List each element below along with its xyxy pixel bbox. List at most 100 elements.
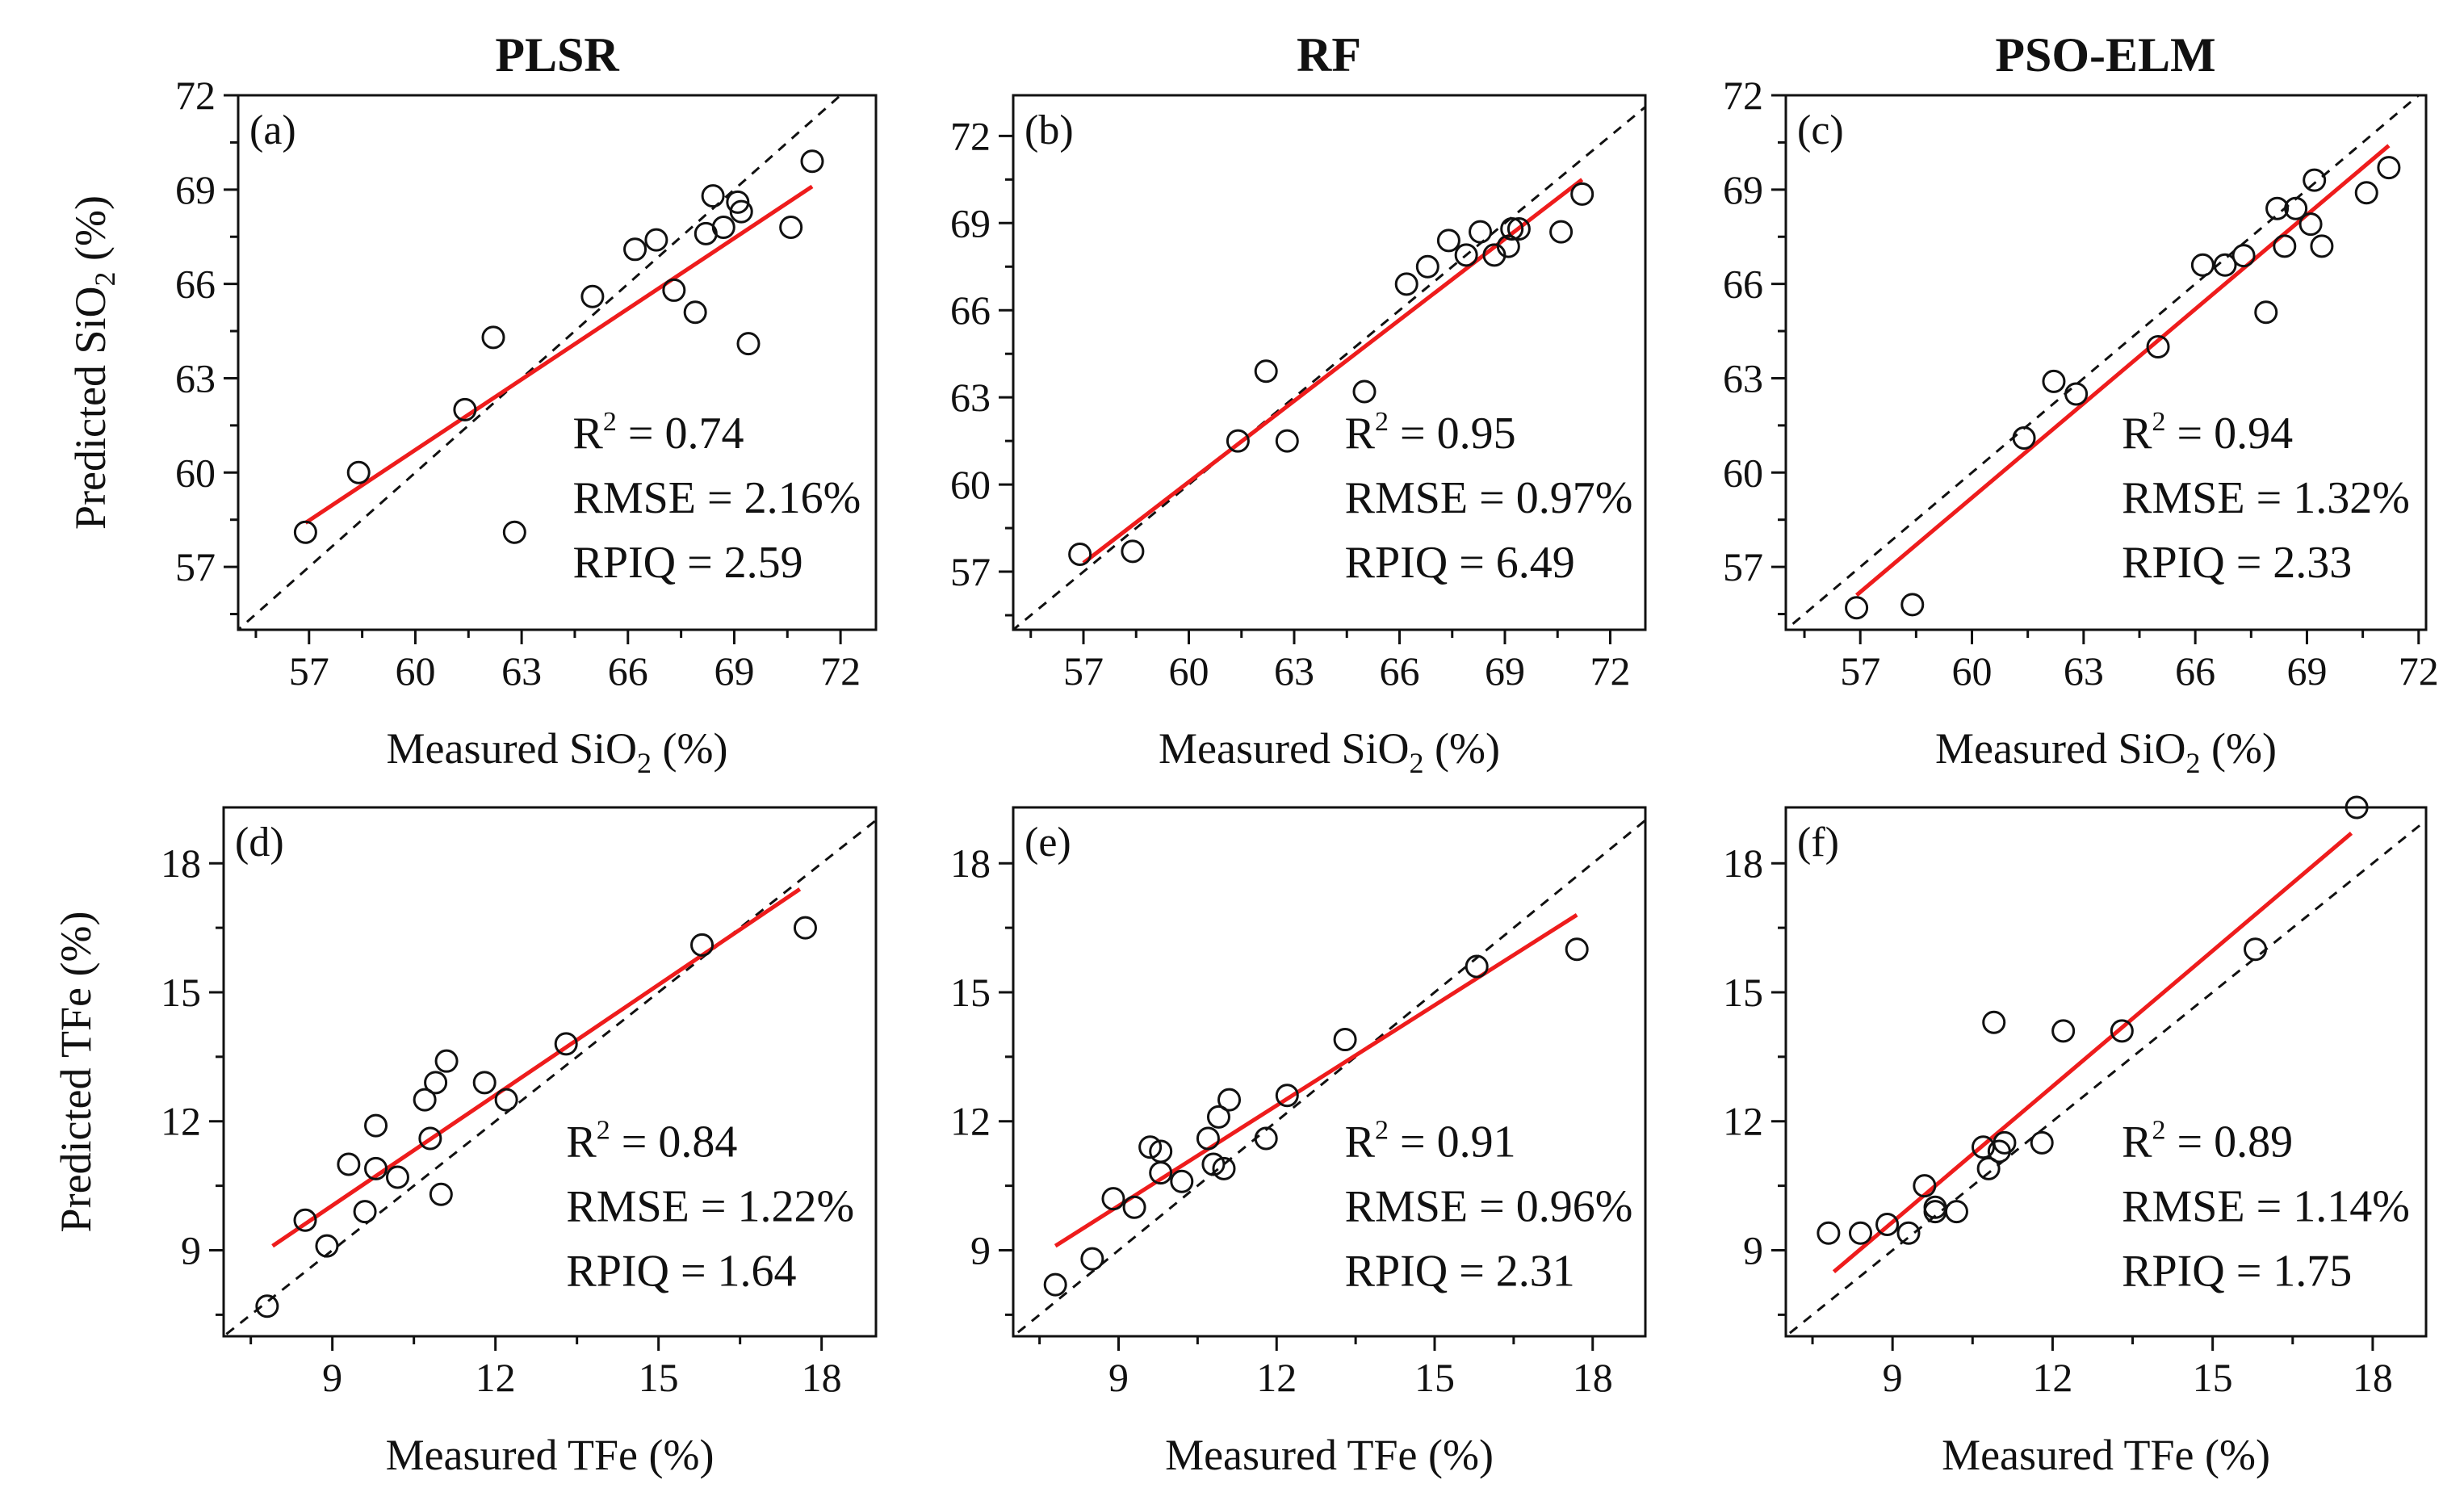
data-point-a-6 [623,237,647,262]
x-axis-label-b: Measured SiO2 (%) [1159,724,1500,779]
data-point-e-12 [1217,1088,1242,1112]
data-point-f-14 [2051,1019,2076,1043]
x-tick-label-a-3: 66 [608,648,648,694]
x-tick-label-f-3: 18 [2353,1355,2393,1400]
fit-line-e [1054,913,1578,1248]
x-tick-label-f-2: 15 [2193,1355,2233,1400]
data-point-c-16 [2354,181,2378,205]
stat-r2-e: R2 = 0.91 [1345,1115,1516,1167]
y-tick-label-d-2: 15 [161,970,201,1015]
x-tick-label-f-1: 12 [2032,1355,2072,1400]
y-tick-label-d-1: 12 [161,1099,201,1144]
data-point-d-10 [424,1071,448,1095]
x-tick-label-a-0: 57 [289,648,329,694]
data-point-b-16 [1570,182,1594,206]
data-point-b-14 [1506,217,1531,241]
x-tick-label-b-3: 66 [1380,648,1420,694]
data-point-b-8 [1436,228,1460,253]
x-tick-label-e-2: 15 [1414,1355,1455,1400]
x-tick-label-e-1: 12 [1256,1355,1297,1400]
x-tick-label-c-4: 69 [2286,648,2327,694]
x-axis-label-d: Measured TFe (%) [386,1431,714,1479]
data-point-e-15 [1333,1028,1357,1052]
data-point-a-9 [683,300,707,325]
plot-frame-e [1012,806,1647,1338]
data-point-c-11 [2273,234,2297,258]
y-tick-label-a-3: 66 [175,262,216,307]
data-point-d-15 [554,1032,578,1056]
data-point-d-14 [494,1088,518,1112]
data-point-a-7 [644,228,668,252]
stat-r2-f: R2 = 0.89 [2122,1115,2293,1167]
data-point-a-4 [502,520,526,544]
stat-rpiq-d: RPIQ = 1.64 [566,1246,796,1296]
y-tick-label-a-5: 72 [175,73,216,118]
data-point-f-0 [1817,1221,1841,1245]
y-tick-label-c-4: 69 [1723,167,1763,212]
data-point-b-10 [1469,220,1493,244]
panel-label-d: (d) [235,820,284,866]
stat-rmse-a: RMSE = 2.16% [573,473,861,523]
panel-b: 57 60 63 66 69 72 57 60 63 66 69 72 (b) R2 = 0.95 RMSE… [950,94,1647,779]
data-point-d-0 [255,1294,279,1318]
y-tick-label-f-2: 15 [1723,970,1763,1015]
column-title-0: PLSR [495,28,619,82]
y-tick-label-c-5: 72 [1723,73,1763,118]
x-tick-label-c-1: 60 [1952,648,1993,694]
x-axis-label-e: Measured TFe (%) [1165,1431,1494,1479]
data-point-d-17 [793,916,817,940]
y-tick-label-b-2: 63 [950,375,991,420]
data-point-f-10 [1982,1010,2006,1034]
data-point-b-13 [1500,217,1524,241]
reference-line-a [238,95,843,630]
reference-line-d [224,819,876,1336]
data-point-c-8 [2231,244,2256,268]
y-tick-label-c-1: 60 [1723,450,1763,495]
data-point-f-1 [1849,1221,1873,1245]
x-tick-label-a-5: 72 [820,648,861,694]
data-point-a-0 [293,520,317,544]
data-point-b-0 [1068,542,1092,566]
x-tick-label-c-0: 57 [1840,648,1880,694]
panel-label-c: (c) [1797,107,1844,153]
data-point-a-13 [726,190,750,214]
x-tick-label-b-1: 60 [1169,648,1209,694]
data-point-c-0 [1845,596,1869,620]
x-tick-label-c-2: 63 [2064,648,2104,694]
data-point-d-2 [315,1234,339,1258]
data-point-b-7 [1415,254,1439,279]
reference-line-b [1013,105,1645,630]
panel-label-f: (f) [1797,820,1839,866]
stat-r2-c: R2 = 0.94 [2122,407,2293,459]
fit-line-f [1832,832,2353,1274]
y-tick-label-b-5: 72 [950,113,991,158]
stat-rmse-c: RMSE = 1.32% [2122,473,2410,523]
data-point-e-0 [1043,1272,1067,1297]
y-tick-label-a-2: 63 [175,355,216,400]
data-point-e-7 [1170,1169,1194,1193]
y-tick-label-b-1: 60 [950,462,991,507]
data-point-c-17 [2377,156,2401,180]
y-tick-label-b-4: 69 [950,200,991,245]
data-point-c-1 [1900,593,1925,617]
data-point-e-14 [1275,1084,1299,1108]
data-point-c-7 [2213,253,2237,277]
column-title-1: RF [1297,28,1361,82]
data-point-f-17 [2345,795,2369,820]
x-tick-label-b-4: 69 [1485,648,1525,694]
data-point-b-12 [1496,234,1520,258]
x-tick-label-d-1: 12 [476,1355,516,1400]
data-point-f-3 [1896,1221,1921,1245]
data-point-d-6 [364,1156,388,1180]
data-point-a-17 [800,149,824,174]
stat-rmse-b: RMSE = 0.97% [1345,473,1633,523]
y-tick-label-e-3: 18 [950,841,991,886]
stat-rmse-f: RMSE = 1.14% [2122,1181,2410,1231]
plot-frame-d [222,806,878,1338]
column-titles: PLSR RF PSO-ELM [495,28,2215,82]
data-point-a-11 [701,184,725,208]
stat-rpiq-e: RPIQ = 2.31 [1345,1246,1575,1296]
panel-label-e: (e) [1025,820,1071,866]
panel-a: 57 60 63 66 69 72 57 60 63 66 69 72 (a) R2 = 0.74 RMSE… [66,73,878,779]
panel-d: 9 12 15 18 9 12 15 18 (d) R2 = 0.84 RMSE = 1.22% RP… [52,806,878,1479]
